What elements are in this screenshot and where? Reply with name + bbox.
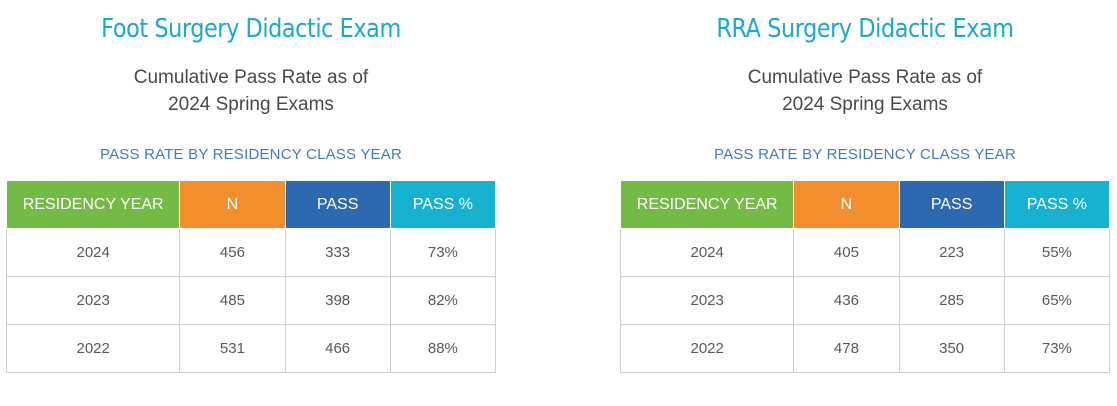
table-header-row: RESIDENCY YEAR N PASS PASS % [619,180,1111,229]
cell-pass: 466 [284,324,391,373]
header-residency-year: RESIDENCY YEAR [5,180,181,229]
header-pass: PASS [284,180,391,229]
subtitle-line-1: Cumulative Pass Rate as of [747,67,983,88]
cell-year: 2024 [619,228,795,277]
subtitle-line-2: 2024 Spring Exams [782,94,948,115]
pass-rate-table: RESIDENCY YEAR N PASS PASS % 2024 405 22… [619,180,1111,373]
table-caption: PASS RATE BY RESIDENCY CLASS YEAR [714,146,1016,163]
cell-pass-percent: 88% [389,324,497,373]
cell-n: 436 [793,276,900,325]
table-row: 2023 436 285 65% [619,276,1111,325]
table-row: 2024 456 333 73% [5,228,497,277]
header-n: N [179,180,286,229]
header-residency-year: RESIDENCY YEAR [619,180,795,229]
cell-pass: 398 [284,276,391,325]
cell-year: 2022 [619,324,795,373]
header-n: N [793,180,900,229]
cell-n: 485 [179,276,286,325]
exam-title: RRA Surgery Didactic Exam [716,14,1014,44]
table-row: 2022 531 466 88% [5,324,497,373]
cell-n: 456 [179,228,286,277]
cell-n: 405 [793,228,900,277]
subtitle-line-1: Cumulative Pass Rate as of [133,67,369,88]
cell-pass: 350 [898,324,1005,373]
cell-pass-percent: 65% [1003,276,1111,325]
header-pass-percent: PASS % [389,180,497,229]
table-row: 2022 478 350 73% [619,324,1111,373]
cell-pass-percent: 82% [389,276,497,325]
exam-title: Foot Surgery Didactic Exam [101,14,401,44]
subtitle-line-2: 2024 Spring Exams [168,94,334,115]
cell-year: 2023 [5,276,181,325]
table-header-row: RESIDENCY YEAR N PASS PASS % [5,180,497,229]
exam-subtitle: Cumulative Pass Rate as of 2024 Spring E… [620,64,1110,118]
cell-n: 478 [793,324,900,373]
table-row: 2023 485 398 82% [5,276,497,325]
table-caption: PASS RATE BY RESIDENCY CLASS YEAR [100,146,402,163]
cell-pass: 223 [898,228,1005,277]
cell-n: 531 [179,324,286,373]
cell-pass: 333 [284,228,391,277]
cell-pass-percent: 55% [1003,228,1111,277]
cell-year: 2023 [619,276,795,325]
exam-subtitle: Cumulative Pass Rate as of 2024 Spring E… [6,64,496,118]
header-pass: PASS [898,180,1005,229]
cell-pass-percent: 73% [1003,324,1111,373]
pass-rate-table: RESIDENCY YEAR N PASS PASS % 2024 456 33… [5,180,497,373]
cell-pass: 285 [898,276,1005,325]
cell-year: 2024 [5,228,181,277]
table-row: 2024 405 223 55% [619,228,1111,277]
cell-year: 2022 [5,324,181,373]
cell-pass-percent: 73% [389,228,497,277]
header-pass-percent: PASS % [1003,180,1111,229]
